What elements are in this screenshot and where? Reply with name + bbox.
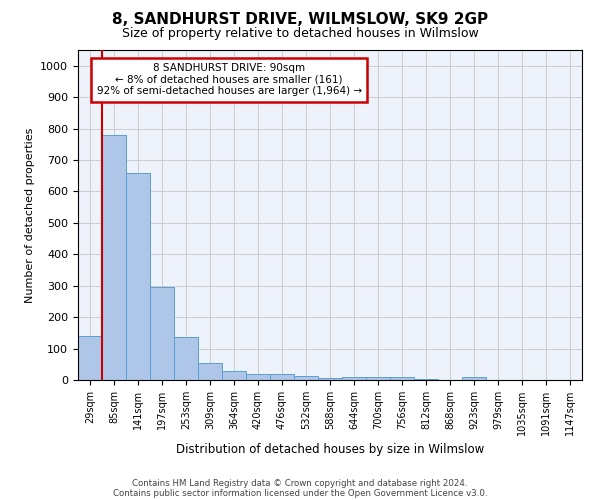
Y-axis label: Number of detached properties: Number of detached properties (25, 128, 35, 302)
Bar (270, 374, 294, 380)
Bar (150, 288, 174, 380)
Text: Contains public sector information licensed under the Open Government Licence v3: Contains public sector information licen… (113, 488, 487, 498)
Bar (222, 371, 246, 380)
Bar (342, 377, 366, 380)
Bar (198, 362, 222, 380)
Text: Contains HM Land Registry data © Crown copyright and database right 2024.: Contains HM Land Registry data © Crown c… (132, 478, 468, 488)
Bar (102, 135, 126, 380)
Bar (126, 172, 150, 380)
Bar (366, 377, 390, 380)
Bar (462, 377, 486, 380)
Bar (78, 336, 102, 380)
Bar (318, 378, 342, 380)
Bar (294, 376, 318, 380)
X-axis label: Distribution of detached houses by size in Wilmslow: Distribution of detached houses by size … (176, 444, 484, 456)
Bar (174, 336, 198, 380)
Text: Size of property relative to detached houses in Wilmslow: Size of property relative to detached ho… (122, 28, 478, 40)
Bar (246, 374, 270, 380)
Bar (390, 378, 414, 380)
Text: 8, SANDHURST DRIVE, WILMSLOW, SK9 2GP: 8, SANDHURST DRIVE, WILMSLOW, SK9 2GP (112, 12, 488, 28)
Text: 8 SANDHURST DRIVE: 90sqm
← 8% of detached houses are smaller (161)
92% of semi-d: 8 SANDHURST DRIVE: 90sqm ← 8% of detache… (97, 63, 362, 96)
